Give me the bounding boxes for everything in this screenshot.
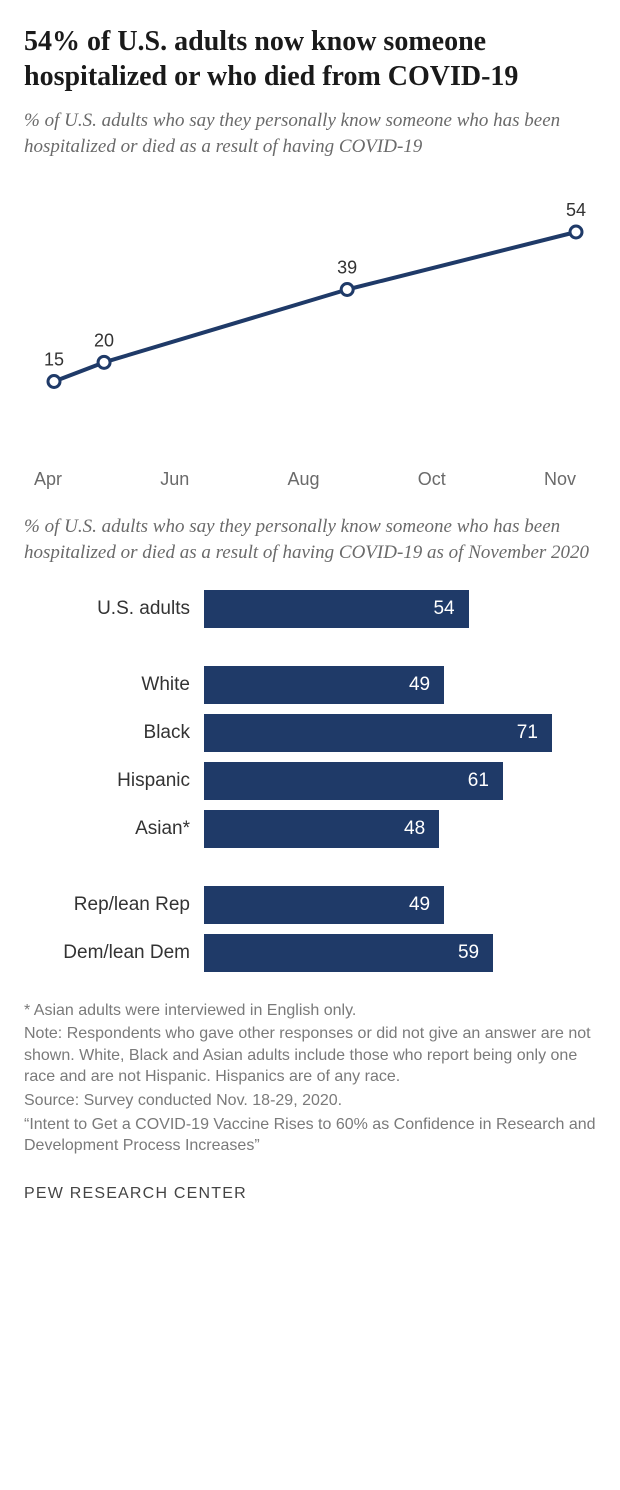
x-tick-label: Jun [160,469,189,490]
chart-title: 54% of U.S. adults now know someone hosp… [24,24,596,94]
bar-row: U.S. adults54 [24,590,596,628]
chart-marker [98,357,110,369]
chart-subtitle: % of U.S. adults who say they personally… [24,108,596,159]
bar-label: Asian* [24,818,204,840]
chart-marker [48,376,60,388]
chart-line [54,232,576,382]
bar-label: Hispanic [24,770,204,792]
chart-point-label: 39 [337,258,357,278]
bar-fill: 61 [204,762,503,800]
bar-label: Black [24,722,204,744]
page-footer: PEW RESEARCH CENTER [24,1185,596,1203]
chart-marker [570,226,582,238]
line-chart-svg: 15 20 39 54 [24,179,596,459]
bar-track: 61 [204,762,596,800]
bar-fill: 59 [204,934,493,972]
bar-fill: 49 [204,666,444,704]
note-line: “Intent to Get a COVID-19 Vaccine Rises … [24,1114,596,1157]
bar-track: 54 [204,590,596,628]
note-line: Note: Respondents who gave other respons… [24,1023,596,1088]
bar-chart: U.S. adults54White49Black71Hispanic61Asi… [24,590,596,982]
x-tick-label: Aug [287,469,319,490]
bar-label: White [24,674,204,696]
bar-track: 71 [204,714,596,752]
chart-notes: * Asian adults were interviewed in Engli… [24,1000,596,1157]
chart-marker [341,284,353,296]
bar-label: Rep/lean Rep [24,894,204,916]
bar-row: Asian*48 [24,810,596,848]
bar-track: 49 [204,886,596,924]
line-chart-x-axis: Apr Jun Aug Oct Nov [24,469,596,490]
line-chart: 15 20 39 54 [24,179,596,459]
x-tick-label: Apr [34,469,62,490]
bar-track: 59 [204,934,596,972]
bar-row: Black71 [24,714,596,752]
x-tick-label: Nov [544,469,576,490]
note-line: * Asian adults were interviewed in Engli… [24,1000,596,1022]
bar-label: Dem/lean Dem [24,942,204,964]
bar-fill: 54 [204,590,469,628]
chart-point-label: 20 [94,331,114,351]
chart-point-label: 54 [566,200,586,220]
chart-point-label: 15 [44,350,64,370]
bar-row: Dem/lean Dem59 [24,934,596,972]
bar-row: Rep/lean Rep49 [24,886,596,924]
x-tick-label: Oct [418,469,446,490]
bar-row: White49 [24,666,596,704]
bar-track: 49 [204,666,596,704]
bar-fill: 49 [204,886,444,924]
bar-row: Hispanic61 [24,762,596,800]
bar-fill: 71 [204,714,552,752]
bar-label: U.S. adults [24,598,204,620]
bar-fill: 48 [204,810,439,848]
note-line: Source: Survey conducted Nov. 18-29, 202… [24,1090,596,1112]
bar-track: 48 [204,810,596,848]
bar-chart-subtitle: % of U.S. adults who say they personally… [24,514,596,565]
